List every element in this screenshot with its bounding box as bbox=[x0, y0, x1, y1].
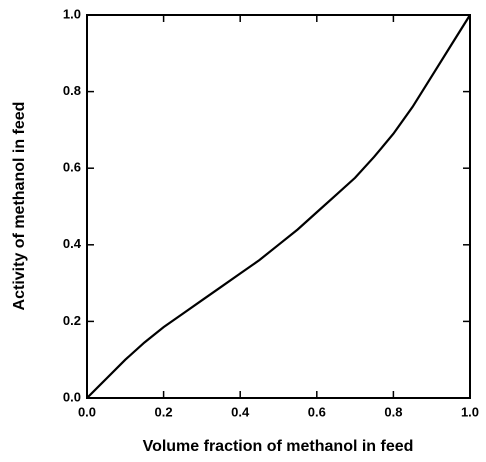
x-tick-label: 0.6 bbox=[308, 404, 326, 419]
y-tick-label: 0.0 bbox=[63, 389, 81, 404]
plot-frame bbox=[86, 14, 471, 399]
y-tick-label: 0.8 bbox=[63, 83, 81, 98]
x-axis-title: Volume fraction of methanol in feed bbox=[143, 438, 414, 455]
y-tick-label: 0.2 bbox=[63, 313, 81, 328]
data-line bbox=[86, 14, 471, 399]
y-tick-label: 1.0 bbox=[63, 6, 81, 21]
x-tick-label: 0.4 bbox=[231, 404, 250, 419]
y-tick-label: 0.6 bbox=[63, 160, 81, 175]
x-tick-label: 1.0 bbox=[461, 404, 479, 419]
x-tick-label: 0.2 bbox=[155, 404, 173, 419]
x-tick-label: 0.0 bbox=[78, 404, 96, 419]
y-axis-title: Activity of methanol in feed bbox=[11, 102, 28, 311]
x-tick-label: 0.8 bbox=[384, 404, 402, 419]
y-tick-label: 0.4 bbox=[63, 236, 82, 251]
